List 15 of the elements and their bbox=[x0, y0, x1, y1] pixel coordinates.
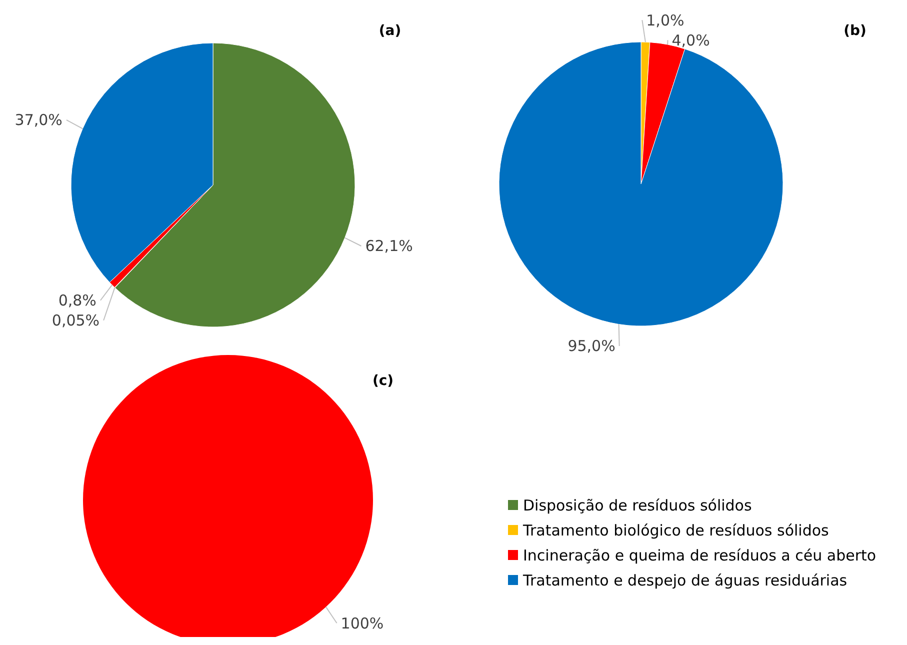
data-label: 0,05% bbox=[52, 312, 100, 330]
data-label: 1,0% bbox=[646, 11, 684, 30]
data-label: 62,1% bbox=[365, 237, 413, 256]
text: (c) bbox=[372, 372, 394, 389]
data-label: 0,8% bbox=[58, 292, 96, 310]
legend-label: Tratamento biológico de resíduos sólidos bbox=[522, 521, 830, 540]
chart-title: (a) bbox=[378, 22, 402, 39]
legend-label: Disposição de resíduos sólidos bbox=[523, 496, 752, 514]
text: (b) bbox=[844, 22, 866, 39]
data-label: 100% bbox=[340, 614, 384, 632]
data-label: 95,0% bbox=[568, 337, 616, 356]
data-label: 37,0% bbox=[14, 111, 62, 130]
legend-label: Incineração e queima de resíduos a céu aberto bbox=[523, 546, 876, 564]
legend-label: Tratamento e despejo de águas residuárias bbox=[522, 571, 848, 590]
data-label: 4,0% bbox=[672, 31, 710, 50]
